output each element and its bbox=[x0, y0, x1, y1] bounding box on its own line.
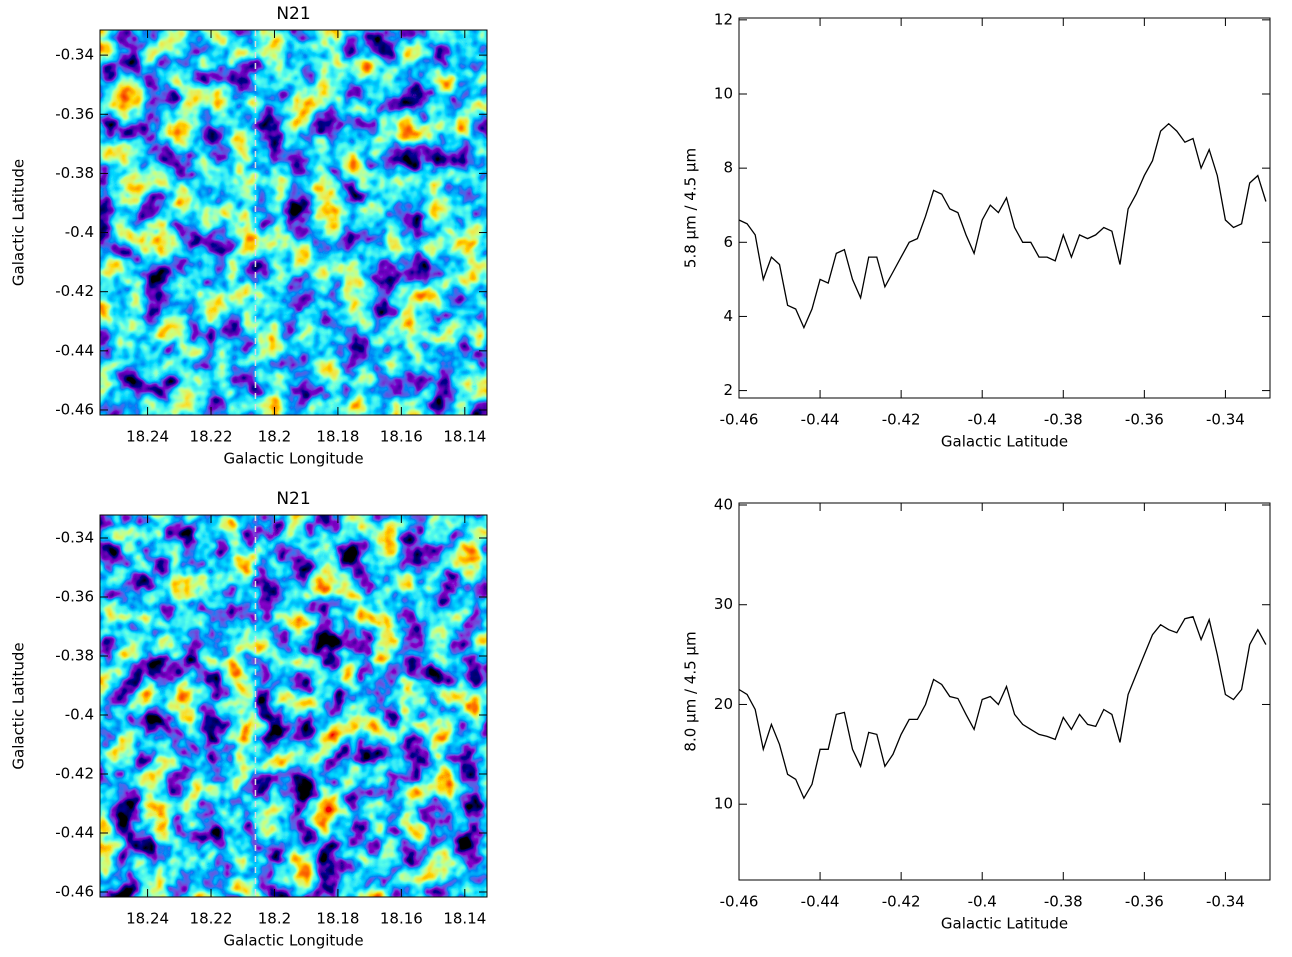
y-tick-label: -0.38 bbox=[55, 164, 94, 182]
plot-frame bbox=[738, 17, 1271, 399]
x-tick-label: -0.4 bbox=[968, 411, 997, 429]
y-tick-label: 10 bbox=[714, 85, 733, 103]
chart-title: N21 bbox=[276, 4, 310, 24]
x-tick-label: -0.38 bbox=[1044, 893, 1083, 911]
plot-frame bbox=[99, 29, 488, 416]
y-tick-label: -0.44 bbox=[55, 823, 94, 841]
x-tick-label: 18.24 bbox=[126, 910, 169, 928]
x-tick-label: 18.16 bbox=[380, 910, 423, 928]
x-tick-label: -0.4 bbox=[968, 893, 997, 911]
chart-title: N21 bbox=[276, 489, 310, 509]
y-tick-label: -0.34 bbox=[55, 529, 94, 547]
x-tick-label: -0.34 bbox=[1206, 411, 1245, 429]
plot-frame bbox=[738, 502, 1271, 881]
y-tick-label: -0.46 bbox=[55, 400, 94, 418]
intensity-map bbox=[100, 30, 487, 415]
x-tick-label: 18.22 bbox=[190, 910, 233, 928]
x-tick-label: 18.16 bbox=[380, 428, 423, 446]
y-tick-label: -0.46 bbox=[55, 882, 94, 900]
y-tick-label: 30 bbox=[714, 595, 733, 613]
x-axis-label: Galactic Longitude bbox=[223, 450, 363, 468]
x-tick-label: -0.42 bbox=[882, 893, 921, 911]
y-axis-label: Galactic Latitude bbox=[10, 642, 28, 769]
x-axis-label: Galactic Latitude bbox=[941, 915, 1068, 933]
x-tick-label: 18.2 bbox=[258, 910, 291, 928]
y-tick-label: -0.36 bbox=[55, 105, 94, 123]
x-tick-label: -0.42 bbox=[882, 411, 921, 429]
y-tick-label: 8 bbox=[723, 159, 733, 177]
y-tick-label: 10 bbox=[714, 795, 733, 813]
x-tick-label: 18.18 bbox=[316, 910, 359, 928]
x-tick-label: -0.44 bbox=[801, 411, 840, 429]
x-tick-label: 18.14 bbox=[443, 910, 486, 928]
intensity-map bbox=[100, 515, 487, 897]
y-tick-label: 4 bbox=[723, 307, 733, 325]
x-tick-label: -0.46 bbox=[720, 411, 759, 429]
y-axis-label: Galactic Latitude bbox=[10, 159, 28, 286]
y-tick-label: -0.36 bbox=[55, 588, 94, 606]
y-axis-label: 5.8 μm / 4.5 μm bbox=[682, 148, 700, 268]
y-axis-label: 8.0 μm / 4.5 μm bbox=[682, 631, 700, 751]
x-tick-label: 18.2 bbox=[258, 428, 291, 446]
x-tick-label: 18.22 bbox=[190, 428, 233, 446]
y-tick-label: -0.4 bbox=[65, 705, 94, 723]
ratio-line bbox=[738, 615, 1267, 800]
x-tick-label: 18.24 bbox=[126, 428, 169, 446]
y-tick-label: -0.42 bbox=[55, 282, 94, 300]
ratio-line bbox=[738, 122, 1267, 330]
y-tick-label: -0.38 bbox=[55, 647, 94, 665]
y-tick-label: -0.42 bbox=[55, 764, 94, 782]
x-tick-label: -0.34 bbox=[1206, 893, 1245, 911]
x-tick-label: 18.18 bbox=[316, 428, 359, 446]
x-tick-label: -0.38 bbox=[1044, 411, 1083, 429]
y-tick-label: 2 bbox=[723, 381, 733, 399]
y-tick-label: -0.4 bbox=[65, 223, 94, 241]
x-tick-label: -0.44 bbox=[801, 893, 840, 911]
y-tick-label: -0.44 bbox=[55, 341, 94, 359]
y-tick-label: 20 bbox=[714, 695, 733, 713]
y-tick-label: -0.34 bbox=[55, 46, 94, 64]
x-axis-label: Galactic Latitude bbox=[941, 433, 1068, 451]
y-tick-label: 6 bbox=[723, 233, 733, 251]
x-tick-label: -0.46 bbox=[720, 893, 759, 911]
y-tick-label: 12 bbox=[714, 10, 733, 28]
x-tick-label: 18.14 bbox=[443, 428, 486, 446]
x-tick-label: -0.36 bbox=[1125, 411, 1164, 429]
x-axis-label: Galactic Longitude bbox=[223, 932, 363, 950]
x-tick-label: -0.36 bbox=[1125, 893, 1164, 911]
y-tick-label: 40 bbox=[714, 495, 733, 513]
plot-frame bbox=[99, 514, 488, 898]
